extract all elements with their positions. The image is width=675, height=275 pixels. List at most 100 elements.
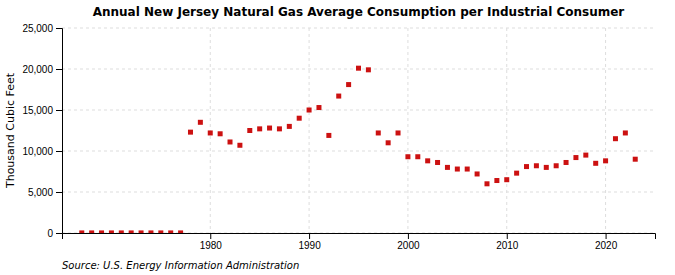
y-tick: 25,000: [22, 23, 62, 34]
point: [297, 116, 302, 121]
point: [79, 230, 84, 233]
x-tick-mark: [210, 233, 211, 239]
y-tick-label: 25,000: [22, 23, 53, 34]
y-tick-label: 5,000: [28, 187, 53, 198]
x-tick-label: 1990: [298, 240, 321, 251]
point: [524, 164, 529, 169]
point: [435, 160, 440, 165]
point: [316, 105, 321, 110]
point: [99, 230, 104, 233]
point: [593, 161, 598, 166]
x-tick-mark: [507, 233, 508, 239]
title: Annual New Jersey Natural Gas Average Co…: [93, 5, 625, 19]
point: [514, 171, 519, 176]
point: [386, 140, 391, 145]
point: [168, 230, 173, 233]
x-tick-label: 2000: [397, 240, 420, 251]
point: [603, 158, 608, 163]
x-tick: 1990: [298, 233, 321, 251]
y-tick: 15,000: [22, 105, 62, 116]
grid-line: [62, 151, 655, 152]
point: [89, 230, 94, 233]
point: [425, 158, 430, 163]
grid-line: [62, 192, 655, 193]
point: [257, 126, 262, 131]
x-tick: 2020: [595, 233, 618, 251]
point: [336, 94, 341, 99]
y-tick-label: 15,000: [22, 105, 53, 116]
x-tick-mark: [606, 233, 607, 239]
point: [218, 131, 223, 136]
x-tick: 2000: [397, 233, 420, 251]
point: [366, 67, 371, 72]
point: [139, 230, 144, 233]
point: [356, 66, 361, 71]
x-tick-mark: [309, 233, 310, 239]
point: [544, 165, 549, 170]
y-tick: 10,000: [22, 146, 62, 157]
plot-area: 1980 1990 2000 2010 2020 0 5,000 10,000 15,000 20…: [22, 23, 655, 251]
point: [405, 154, 410, 159]
x-tick-label: 2020: [595, 240, 618, 251]
x-tick-label: 1980: [200, 240, 223, 251]
y-tick: 20,000: [22, 64, 62, 75]
y-tick-label: 20,000: [22, 64, 53, 75]
point: [158, 230, 163, 233]
point: [534, 163, 539, 168]
grid-line: [506, 28, 507, 233]
x-tick: 2010: [496, 233, 519, 251]
grid-line: [62, 110, 655, 111]
y-tick: 0: [47, 228, 62, 239]
point: [277, 126, 282, 131]
point: [564, 160, 569, 165]
point: [326, 133, 331, 138]
x-tick-mark: [408, 233, 409, 239]
point: [307, 108, 312, 113]
point: [188, 130, 193, 135]
point: [228, 139, 233, 144]
point: [573, 155, 578, 160]
grid-line: [62, 28, 655, 29]
point: [583, 153, 588, 158]
point: [119, 230, 124, 233]
point: [267, 126, 272, 131]
y-tick-mark: [56, 192, 62, 193]
y-tick-mark: [56, 28, 62, 29]
point: [208, 130, 213, 135]
point: [633, 157, 638, 162]
y-tick-mark: [56, 69, 62, 70]
y-tick-mark: [56, 233, 62, 234]
point: [237, 143, 242, 148]
point: [554, 163, 559, 168]
point: [494, 178, 499, 183]
y-tick-label: 0: [47, 228, 53, 239]
point: [465, 167, 470, 172]
y-axis-line: [56, 29, 63, 234]
y-tick-mark: [56, 151, 62, 152]
point: [198, 120, 203, 125]
y-tick-label: 10,000: [22, 146, 53, 157]
point: [623, 130, 628, 135]
y-axis-title: Thousand Cubic Feet: [4, 72, 17, 189]
point: [484, 181, 489, 186]
x-axis: 1980 1990 2000 2010 2020: [63, 233, 656, 251]
point: [475, 171, 480, 176]
point: [415, 154, 420, 159]
x-axis-line: [63, 234, 656, 240]
y-axis: 0 5,000 10,000 15,000 20,000 25,000: [22, 23, 62, 239]
point: [455, 167, 460, 172]
y-tick: 5,000: [28, 187, 62, 198]
point: [445, 165, 450, 170]
grid-line: [309, 28, 310, 233]
point: [287, 124, 292, 129]
point: [376, 130, 381, 135]
point: [396, 130, 401, 135]
chart: 1980 1990 2000 2010 2020 0 5,000 10,000 15,000 20…: [0, 0, 675, 275]
y-tick-mark: [56, 110, 62, 111]
points: [79, 66, 637, 233]
source: Source: U.S. Energy Information Administ…: [62, 260, 299, 271]
point: [178, 230, 183, 233]
x-tick-label: 2010: [496, 240, 519, 251]
grid-line: [605, 28, 606, 233]
x-tick: 1980: [200, 233, 223, 251]
